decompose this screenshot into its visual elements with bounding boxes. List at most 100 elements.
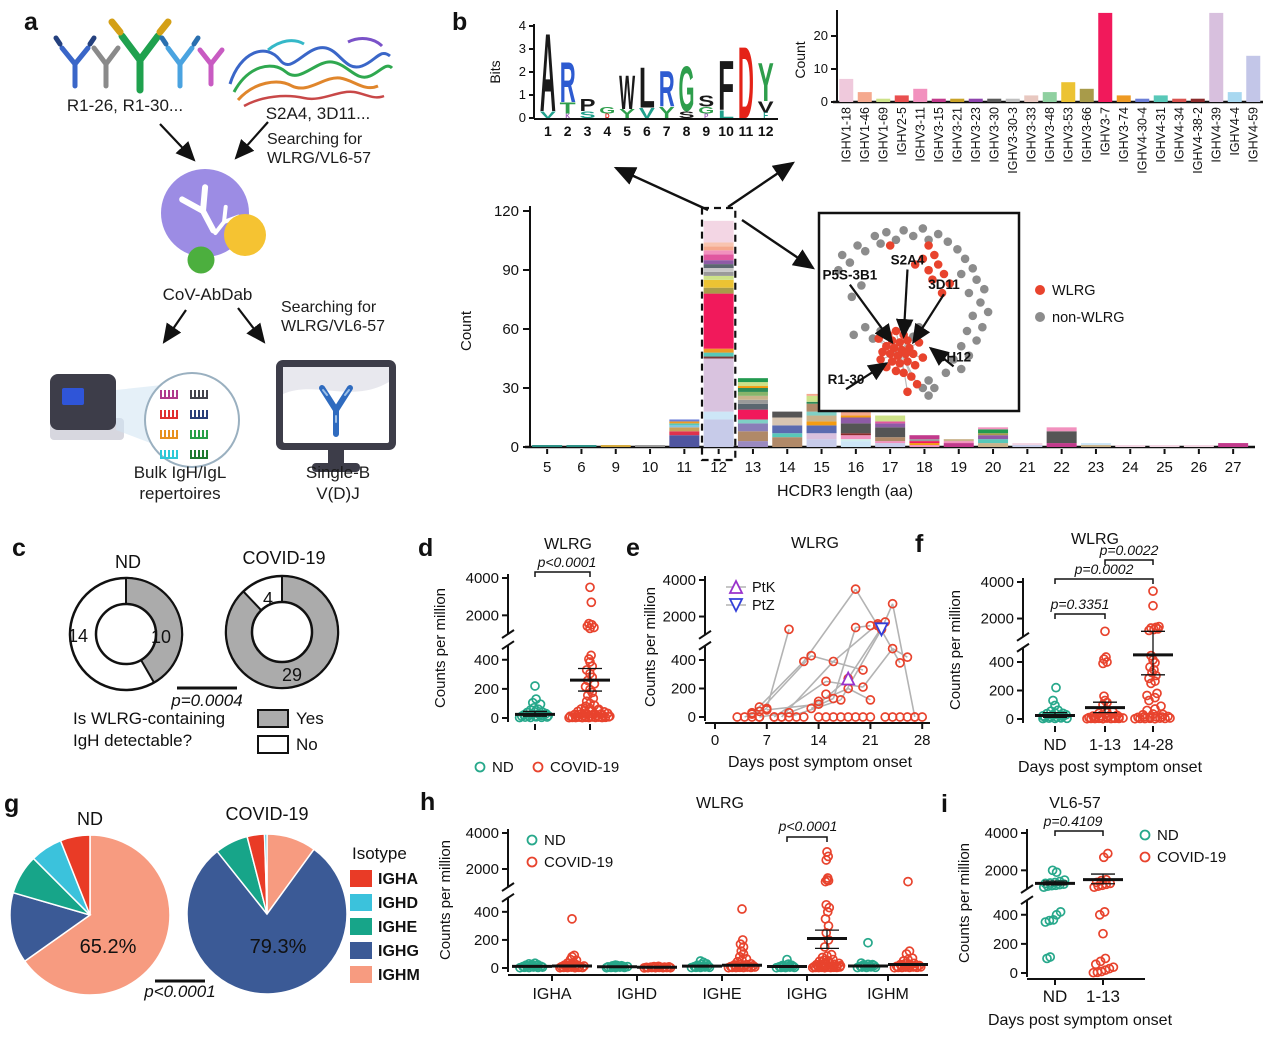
svg-text:120: 120 — [494, 203, 519, 220]
svg-text:2: 2 — [564, 123, 572, 139]
search-top-line2: WLRG/VL6-57 — [267, 150, 372, 167]
search-top-line1: Searching for — [267, 131, 363, 148]
svg-text:WLRG: WLRG — [1071, 531, 1119, 548]
svg-text:0: 0 — [519, 110, 526, 125]
antibody-set-label: R1-26, R1-30... — [66, 96, 184, 115]
svg-text:IgH detectable?: IgH detectable? — [73, 731, 192, 750]
svg-text:Y: Y — [659, 105, 676, 122]
svg-text:400: 400 — [474, 904, 499, 921]
svg-text:S: S — [698, 94, 715, 111]
monitor-icon — [276, 360, 396, 472]
svg-text:WLRG: WLRG — [1052, 283, 1096, 299]
svg-text:p<0.0001: p<0.0001 — [143, 982, 215, 1001]
svg-text:F: F — [763, 111, 768, 120]
svg-text:0: 0 — [821, 94, 828, 109]
svg-text:4000: 4000 — [466, 825, 499, 842]
svg-text:P: P — [704, 113, 709, 120]
svg-text:COVID-19: COVID-19 — [544, 854, 613, 871]
panel-letter-c: c — [12, 534, 26, 562]
search-bottom-line2: WLRG/VL6-57 — [281, 318, 386, 335]
svg-text:V: V — [758, 99, 775, 116]
svg-text:10: 10 — [642, 459, 659, 476]
svg-text:IGHA: IGHA — [532, 986, 571, 1003]
svg-text:0: 0 — [491, 960, 499, 977]
panel-letter-h: h — [420, 788, 436, 816]
structure-set-label: S2A4, 3D11... — [265, 104, 371, 123]
wlrg-by-isotype-plot: WLRG 0 200 400 2000 4000 Counts per million IGH… — [437, 795, 928, 1003]
svg-text:IGHA: IGHA — [378, 871, 418, 888]
svg-text:Y: Y — [758, 52, 774, 113]
svg-text:IGHV3-15: IGHV3-15 — [932, 107, 946, 163]
svg-text:IGHV3-66: IGHV3-66 — [1080, 107, 1094, 163]
svg-text:p=0.4109: p=0.4109 — [1043, 813, 1103, 829]
svg-text:13: 13 — [745, 459, 762, 476]
svg-text:WLRG: WLRG — [696, 795, 744, 812]
svg-text:IGHV2-5: IGHV2-5 — [895, 107, 909, 156]
svg-text:IGHV3-48: IGHV3-48 — [1043, 107, 1057, 163]
svg-text:V: V — [639, 106, 656, 122]
svg-text:p=0.0004: p=0.0004 — [170, 691, 242, 710]
svg-text:S: S — [580, 110, 598, 121]
panel-letter-e: e — [626, 534, 640, 562]
svg-text:W: W — [619, 67, 635, 120]
svg-text:4: 4 — [603, 123, 611, 139]
svg-text:200: 200 — [989, 683, 1014, 700]
svg-text:Counts per million: Counts per million — [956, 843, 973, 963]
svg-text:COVID-19: COVID-19 — [550, 759, 619, 776]
svg-text:V: V — [540, 110, 558, 121]
svg-text:ND: ND — [115, 552, 141, 572]
svg-text:15: 15 — [813, 459, 830, 476]
svg-text:Counts per million: Counts per million — [947, 590, 964, 710]
svg-text:200: 200 — [474, 932, 499, 949]
svg-text:17: 17 — [882, 459, 899, 476]
svg-text:IGHV3-7: IGHV3-7 — [1098, 107, 1112, 156]
svg-text:Counts per million: Counts per million — [642, 587, 659, 707]
svg-text:IGHV4-34: IGHV4-34 — [1172, 107, 1186, 163]
svg-text:p<0.0001: p<0.0001 — [537, 554, 597, 570]
svg-text:IGHV1-18: IGHV1-18 — [839, 107, 853, 163]
panel-letter-i: i — [941, 790, 948, 818]
svg-text:G: G — [698, 105, 714, 116]
svg-text:4: 4 — [263, 589, 273, 609]
svg-text:IGHV3-33: IGHV3-33 — [1024, 107, 1038, 163]
svg-text:p<0.0001: p<0.0001 — [778, 818, 838, 834]
svg-text:79.3%: 79.3% — [250, 936, 307, 958]
svg-text:S2A4: S2A4 — [891, 253, 925, 268]
svg-text:IGHV4-39: IGHV4-39 — [1209, 107, 1223, 163]
svg-text:VL6-57: VL6-57 — [1049, 795, 1101, 812]
svg-text:COVID-19: COVID-19 — [242, 548, 325, 568]
svg-text:IGHV3-74: IGHV3-74 — [1117, 107, 1131, 163]
workflow-diagram — [50, 18, 396, 472]
svg-text:COVID-19: COVID-19 — [225, 804, 308, 824]
svg-text:IGHV3-21: IGHV3-21 — [950, 107, 964, 163]
svg-text:24: 24 — [1122, 459, 1139, 476]
svg-text:0: 0 — [1006, 711, 1014, 728]
svg-text:Is WLRG-containing: Is WLRG-containing — [73, 709, 225, 728]
svg-text:IGHE: IGHE — [702, 986, 741, 1003]
svg-text:IGHV4-30-4: IGHV4-30-4 — [1135, 107, 1149, 174]
svg-text:ND: ND — [1157, 827, 1179, 844]
svg-text:0: 0 — [491, 710, 499, 727]
search-annotation-bottom: Searching for WLRG/VL6-57 — [281, 298, 385, 336]
svg-text:18: 18 — [916, 459, 933, 476]
vgene-bar-chart: 0 10 20 Count IGHV1-18 IGHV1-46 IGHV1-69 IGHV2-… — [792, 10, 1263, 174]
svg-text:25: 25 — [1156, 459, 1173, 476]
svg-text:T: T — [560, 100, 576, 117]
svg-text:R: R — [659, 61, 675, 118]
svg-text:2000: 2000 — [981, 611, 1014, 628]
svg-text:8: 8 — [683, 123, 691, 139]
svg-text:ND: ND — [77, 809, 103, 829]
svg-text:G: G — [679, 53, 695, 125]
svg-text:L: L — [718, 109, 734, 121]
svg-text:IGHV4-38-2: IGHV4-38-2 — [1191, 107, 1205, 174]
bulk-repertoires-label: Bulk IgH/IgL repertoires — [133, 463, 227, 503]
svg-text:PtZ: PtZ — [752, 598, 775, 614]
svg-text:IGHM: IGHM — [378, 967, 420, 984]
panel-letter-b: b — [452, 8, 468, 36]
panel-letter-f: f — [915, 530, 924, 558]
svg-text:IGHG: IGHG — [378, 943, 419, 960]
svg-text:IGHD: IGHD — [378, 895, 418, 912]
svg-text:Counts per million: Counts per million — [437, 840, 454, 960]
